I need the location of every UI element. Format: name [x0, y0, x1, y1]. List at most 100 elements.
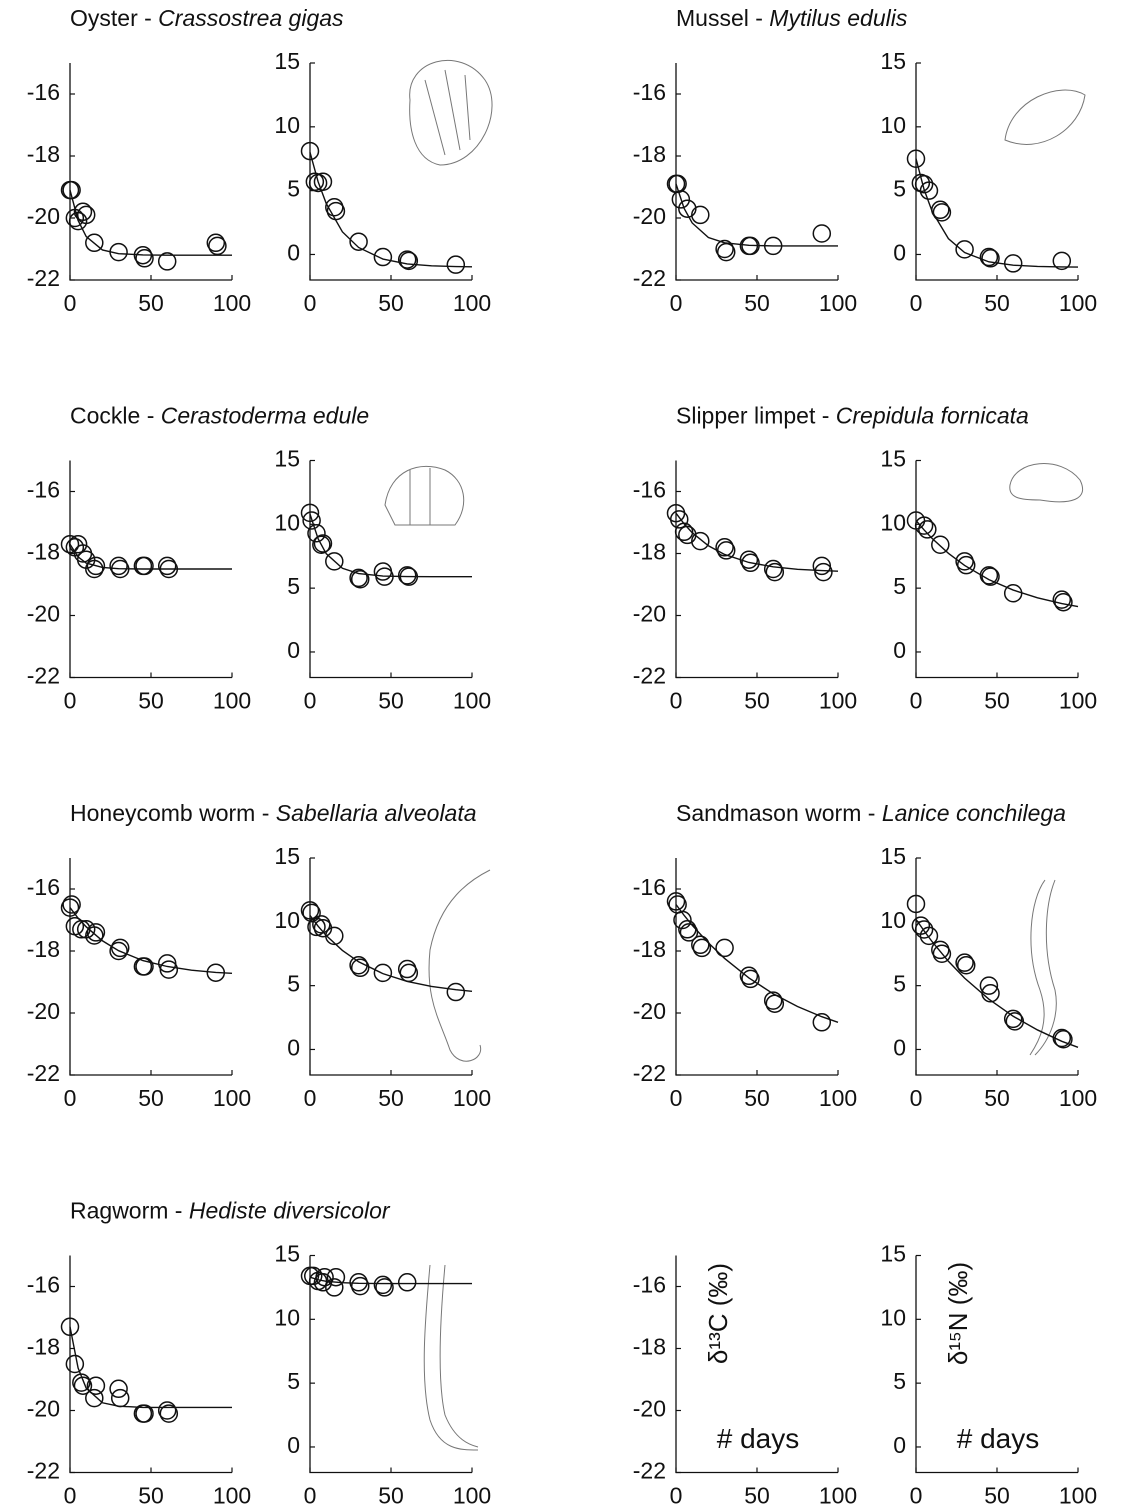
data-point: [741, 969, 760, 989]
data-point: [715, 938, 734, 958]
y-tick-label: 15: [880, 48, 906, 74]
y-tick-label: -18: [27, 539, 60, 565]
data-point: [956, 555, 976, 575]
fit-curve: [309, 1276, 472, 1285]
data-point: [300, 503, 320, 523]
data-point: [313, 534, 333, 553]
y-tick-label: -18: [27, 141, 60, 167]
x-tick-label: 100: [1059, 1483, 1097, 1509]
data-point: [72, 1373, 91, 1392]
x-tick-label: 0: [64, 688, 77, 714]
x-tick-label: 50: [744, 688, 770, 714]
y-tick-label: 0: [287, 637, 300, 663]
y-tick-label: 10: [880, 907, 906, 933]
data-point: [914, 175, 934, 194]
y-tick-label: -22: [633, 265, 666, 291]
x-tick-label: 50: [138, 1085, 164, 1111]
sandmason-worm-drawing: [1029, 879, 1057, 1056]
axes: [915, 858, 1078, 1076]
y-tick-label: -20: [27, 203, 60, 229]
y-tick-label: -20: [633, 601, 666, 627]
x-tick-label: 100: [213, 290, 251, 316]
data-point: [157, 1401, 177, 1420]
data-point: [979, 976, 999, 995]
data-point: [325, 1278, 344, 1297]
data-point: [1052, 251, 1072, 271]
species-title: Mussel - Mytilus edulis: [676, 5, 908, 31]
x-tick-label: 50: [744, 290, 770, 316]
data-point: [159, 559, 179, 579]
data-point: [312, 535, 331, 554]
data-point: [135, 249, 154, 268]
data-point: [206, 963, 226, 982]
data-point: [76, 205, 96, 225]
x-tick-label: 50: [378, 290, 404, 316]
common-name: Slipper limpet -: [676, 403, 836, 429]
x-tick-label: 0: [304, 1085, 317, 1111]
data-point: [739, 550, 759, 569]
x-tick-label: 50: [138, 688, 164, 714]
data-point: [763, 236, 783, 256]
x-tick-label: 0: [910, 1085, 923, 1111]
y-tick-label: 15: [880, 446, 906, 472]
y-tick-label: -16: [27, 477, 60, 503]
data-point: [60, 898, 80, 917]
data-point: [741, 553, 760, 573]
data-point: [72, 920, 91, 939]
x-tick-label: 100: [213, 1085, 251, 1111]
data-point: [110, 938, 130, 958]
y-tick-label: 5: [287, 176, 300, 202]
data-point: [979, 247, 999, 267]
data-point: [741, 236, 760, 256]
data-point: [679, 923, 699, 942]
fit-curve: [309, 513, 472, 578]
common-name: Oyster -: [70, 5, 158, 31]
y-tick-label: 0: [287, 1035, 300, 1061]
y-tick-label: -16: [633, 79, 666, 105]
y-tick-label: -16: [27, 79, 60, 105]
data-point: [691, 935, 710, 955]
y-tick-label: 10: [274, 509, 300, 535]
axes: [309, 63, 472, 281]
data-point: [1054, 592, 1073, 612]
fit-curve: [69, 543, 232, 570]
data-point: [812, 556, 832, 576]
y-tick-label: -18: [27, 1334, 60, 1360]
y-tick-label: -20: [633, 203, 666, 229]
data-point: [397, 1273, 417, 1292]
data-point: [906, 149, 926, 168]
y-tick-label: 0: [287, 240, 300, 266]
data-point: [159, 960, 179, 979]
species-title: Honeycomb worm - Sabellaria alveolata: [70, 800, 477, 826]
y-tick-label: 0: [893, 1432, 906, 1458]
x-tick-label: 0: [304, 688, 317, 714]
y-tick-label: 0: [287, 1432, 300, 1458]
data-point: [325, 926, 344, 946]
x-tick-label: 0: [670, 688, 683, 714]
x-tick-label: 100: [213, 1483, 251, 1509]
latin-name: Cerastoderma edule: [161, 403, 369, 429]
data-point: [914, 516, 934, 535]
x-tick-label: 0: [670, 290, 683, 316]
data-point: [325, 552, 344, 571]
data-point: [157, 252, 177, 271]
data-point: [133, 245, 153, 265]
x-tick-label: 50: [744, 1085, 770, 1111]
data-point: [157, 954, 177, 973]
y-tick-label: 0: [893, 240, 906, 266]
data-point: [674, 522, 694, 542]
x-tick-label: 0: [910, 290, 923, 316]
y-tick-label: -22: [633, 1060, 666, 1086]
data-point: [399, 567, 419, 586]
data-point: [350, 1276, 370, 1296]
y-tick-label: -18: [633, 539, 666, 565]
y-tick-label: 10: [274, 1304, 300, 1330]
x-tick-label: 100: [1059, 290, 1097, 316]
x-tick-label: 100: [453, 688, 491, 714]
y-tick-label: 10: [274, 907, 300, 933]
y-tick-label: 15: [274, 48, 300, 74]
data-point: [932, 944, 952, 963]
y-tick-label: 5: [893, 176, 906, 202]
x-tick-label: 50: [378, 688, 404, 714]
cockle-drawing: [384, 465, 465, 526]
